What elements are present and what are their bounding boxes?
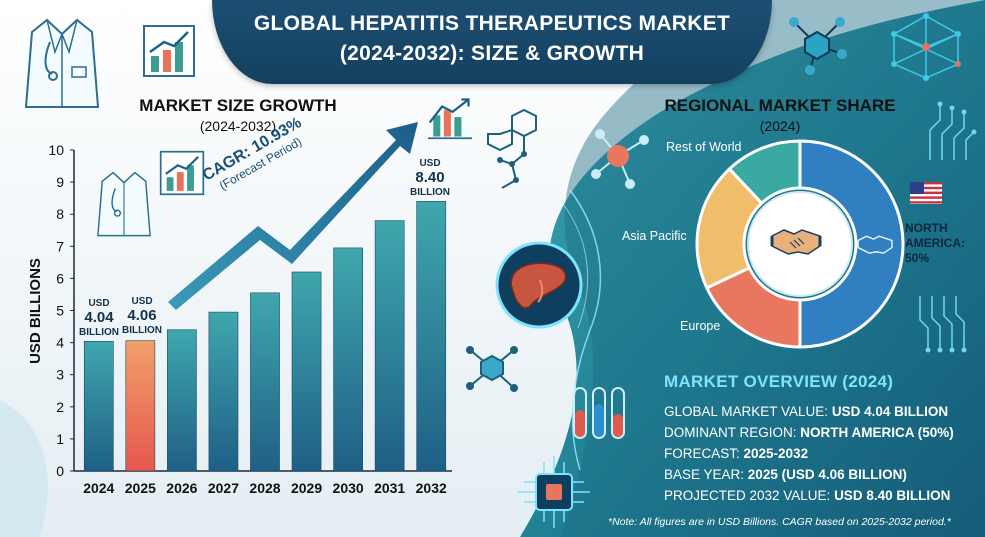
x-tick-label: 2028	[249, 480, 280, 496]
growth-chart-icon	[159, 150, 205, 196]
bar-2029	[291, 271, 322, 472]
overview-value: 2025-2032	[743, 446, 809, 461]
growth-chart-icon	[143, 25, 195, 77]
y-tick-label: 5	[56, 303, 64, 319]
callout-2024-value: 4.04	[84, 309, 114, 326]
bar-2026	[167, 329, 197, 472]
molecule-icon	[466, 346, 518, 392]
x-tick-label: 2026	[166, 480, 197, 496]
doctor-coat-icon	[24, 18, 100, 108]
x-tick-label: 2032	[416, 480, 447, 496]
circuit-lines-icon	[929, 101, 977, 160]
donut-label-europe: Europe	[680, 319, 720, 333]
title-banner: GLOBAL HEPATITIS THERAPEUTICS MARKET (20…	[212, 0, 772, 84]
x-tick-label: 2024	[83, 480, 114, 496]
overview-value: NORTH AMERICA (50%)	[800, 425, 954, 440]
overview-line-region: DOMINANT REGION: NORTH AMERICA (50%)	[664, 425, 954, 440]
y-tick-label: 8	[56, 206, 64, 222]
y-tick-label: 4	[56, 335, 64, 351]
y-axis-title: USD BILLIONS	[27, 258, 44, 364]
x-tick-label: 2025	[125, 480, 156, 496]
x-tick-label: 2029	[291, 480, 322, 496]
pie-chart-heading: REGIONAL MARKET SHARE	[664, 96, 896, 115]
donut-label-rest-of-world: Rest of World	[666, 140, 742, 154]
trend-arrow-icon	[428, 98, 472, 140]
x-tick-label: 2031	[374, 480, 405, 496]
bar-2025	[125, 340, 156, 472]
overview-value: 2025 (USD 4.06 BILLION)	[747, 467, 907, 482]
handshake-icon	[857, 235, 893, 254]
y-tick-label: 9	[56, 174, 64, 190]
donut-slice-rest-of-world	[727, 139, 802, 206]
bar-2027	[208, 311, 239, 472]
y-tick-label: 2	[56, 399, 64, 415]
callout-2025-unit: BILLION	[122, 325, 162, 336]
liver-icon	[495, 241, 583, 329]
overview-label: PROJECTED 2032 VALUE:	[664, 488, 835, 503]
overview-title: MARKET OVERVIEW (2024)	[664, 372, 894, 391]
overview-line-base-year: BASE YEAR: 2025 (USD 4.06 BILLION)	[664, 467, 907, 482]
na-label-line2: AMERICA:	[905, 236, 965, 250]
bar-2024	[83, 341, 114, 472]
pie-chart-subheading: (2024)	[759, 118, 801, 134]
callout-2024-usd: USD	[88, 298, 110, 309]
molecule-icon	[789, 17, 847, 75]
callout-2032-value: 8.40	[415, 169, 445, 186]
na-label-line3: 50%	[905, 251, 930, 265]
overview-line-projected: PROJECTED 2032 VALUE: USD 8.40 BILLION	[664, 488, 950, 503]
bar-2032	[416, 201, 447, 472]
callout-2032-unit: BILLION	[410, 187, 450, 198]
overview-value: USD 4.04 BILLION	[831, 404, 949, 419]
circuit-chip-icon	[518, 456, 590, 528]
x-tick-label: 2027	[208, 480, 239, 496]
test-tubes-icon	[573, 387, 625, 439]
page-title-line2: (2024-2032): SIZE & GROWTH	[339, 42, 645, 65]
y-tick-label: 0	[56, 463, 64, 479]
overview-label: DOMINANT REGION:	[664, 425, 801, 440]
na-label: NORTH AMERICA: 50%	[905, 221, 965, 266]
callout-2025-usd: USD	[131, 296, 153, 307]
doctor-coat-icon	[97, 171, 151, 237]
bar-2028	[250, 292, 280, 472]
overview-value: USD 8.40 BILLION	[834, 488, 951, 503]
handshake-icon	[770, 229, 822, 255]
y-tick-label: 7	[56, 238, 64, 254]
overview-label: FORECAST:	[664, 446, 744, 461]
network-icon	[891, 13, 961, 81]
bar-chart-heading: MARKET SIZE GROWTH	[139, 96, 337, 115]
na-label-line1: NORTH	[905, 221, 948, 235]
overview-label: GLOBAL MARKET VALUE:	[664, 404, 832, 419]
donut-label-asia-pacific: Asia Pacific	[622, 229, 687, 243]
donut-slice-north-america	[798, 139, 905, 349]
us-flag-icon	[910, 182, 942, 204]
page-title-line1: GLOBAL HEPATITIS THERAPEUTICS MARKET	[253, 12, 731, 35]
overview-line-forecast: FORECAST: 2025-2032	[664, 446, 808, 461]
x-tick-label: 2030	[333, 480, 364, 496]
overview-label: BASE YEAR:	[664, 467, 748, 482]
callout-2032-usd: USD	[419, 158, 441, 169]
overview-line-market-value: GLOBAL MARKET VALUE: USD 4.04 BILLION	[664, 404, 948, 419]
bar-2031	[374, 220, 405, 472]
bar-chart-subheading: (2024-2032)	[199, 118, 277, 134]
y-tick-label: 3	[56, 367, 64, 383]
callout-2025-value: 4.06	[127, 307, 157, 324]
bar-2030	[333, 247, 363, 472]
y-tick-label: 6	[56, 270, 64, 286]
y-tick-label: 1	[56, 431, 64, 447]
molecule-icon	[591, 129, 649, 189]
callout-2024-unit: BILLION	[79, 327, 119, 338]
circuit-lines-icon	[919, 296, 967, 353]
y-tick-label: 10	[48, 142, 64, 158]
molecule-icon	[487, 108, 537, 189]
footnote: *Note: All figures are in USD Billions. …	[608, 516, 951, 528]
